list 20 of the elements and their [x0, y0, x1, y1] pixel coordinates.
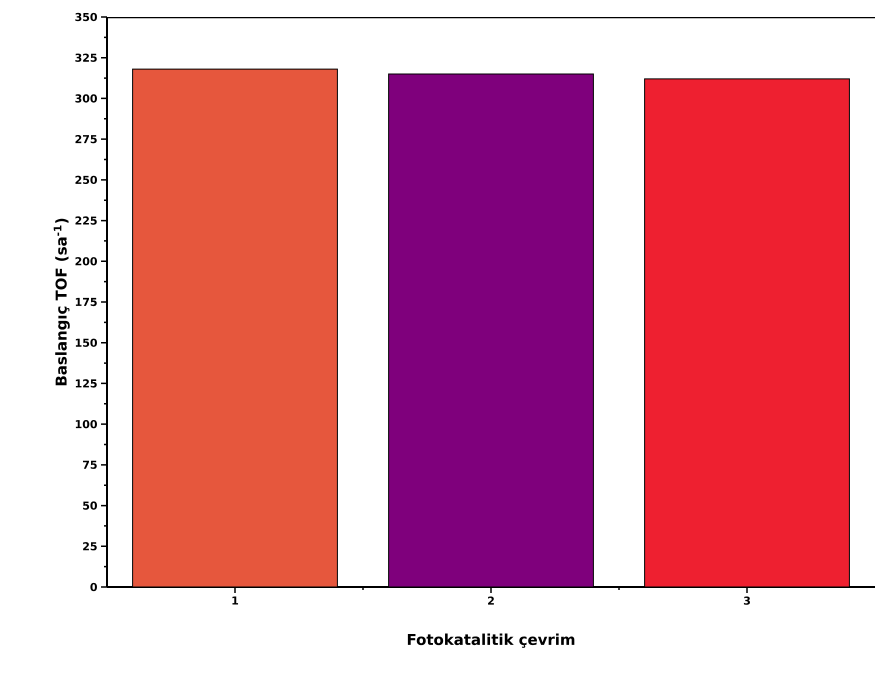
y-tick-label: 0: [90, 582, 97, 592]
y-tick-label: 175: [76, 298, 97, 306]
x-tick-label: 3: [744, 596, 750, 605]
y-axis-title: Baslangıç TOF (sa$^{-1}$): [54, 218, 70, 386]
y-tick-label: 25: [83, 542, 97, 550]
y-tick-label: 350: [75, 12, 97, 22]
y-tick-label: 75: [82, 460, 97, 469]
y-tick-label: 300: [75, 94, 97, 103]
y-tick-label: 225: [75, 216, 97, 225]
y-tick-label: 325: [75, 54, 97, 62]
y-tick-label: 250: [75, 176, 97, 184]
x-tick-label: 1: [232, 596, 238, 604]
y-tick-label: 275: [75, 135, 97, 144]
y-tick-label: 150: [76, 338, 97, 347]
x-axis-title: Fotokatalitik çevrim: [408, 634, 574, 648]
y-tick-label: 100: [76, 420, 97, 428]
y-tick-label: 125: [76, 379, 97, 388]
y-tick-label: 200: [75, 257, 97, 266]
y-tick-label: 50: [83, 501, 97, 510]
x-tick-label: 2: [488, 596, 494, 605]
